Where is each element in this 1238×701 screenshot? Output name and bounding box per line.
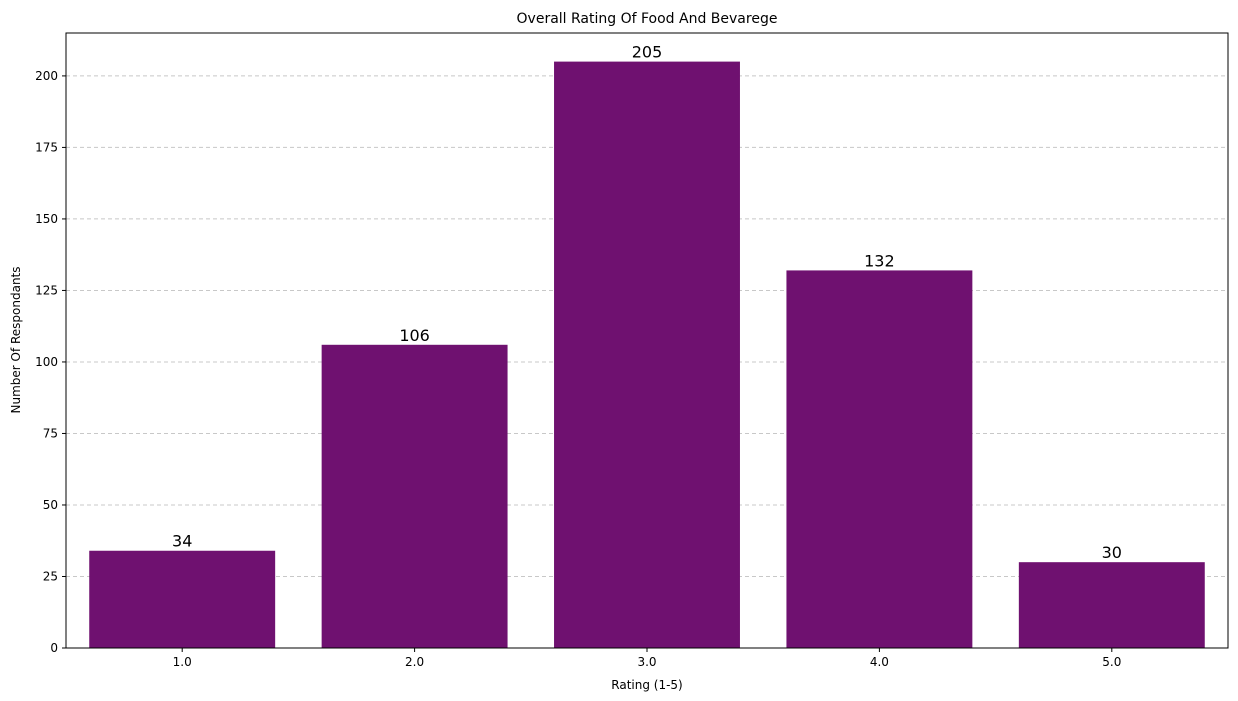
x-tick-label: 3.0 [637, 655, 656, 669]
chart-title: Overall Rating Of Food And Bevarege [517, 11, 778, 27]
data-label-2.0: 106 [399, 326, 430, 345]
bar-4.0 [786, 270, 972, 648]
x-axis-label: Rating (1-5) [611, 678, 682, 692]
y-tick-label: 25 [43, 569, 58, 583]
data-label-3.0: 205 [632, 43, 663, 62]
x-tick-label: 1.0 [173, 655, 192, 669]
y-tick-label: 150 [35, 212, 58, 226]
data-label-1.0: 34 [172, 532, 192, 551]
data-label-5.0: 30 [1102, 543, 1122, 562]
y-axis-label: Number Of Respondants [9, 266, 23, 413]
y-tick-label: 175 [35, 140, 58, 154]
y-tick-label: 50 [43, 498, 58, 512]
bar-5.0 [1019, 562, 1205, 648]
y-tick-label: 200 [35, 69, 58, 83]
bar-3.0 [554, 62, 740, 648]
data-label-4.0: 132 [864, 251, 895, 270]
x-tick-label: 4.0 [870, 655, 889, 669]
bars [89, 62, 1205, 648]
x-tick-label: 2.0 [405, 655, 424, 669]
y-axis-ticks: 0 25 50 75 100 125 150 175 200 [35, 69, 66, 655]
bar-1.0 [89, 551, 275, 648]
x-axis-ticks: 1.0 2.0 3.0 4.0 5.0 [173, 648, 1122, 669]
x-tick-label: 5.0 [1102, 655, 1121, 669]
y-tick-label: 125 [35, 283, 58, 297]
y-tick-label: 0 [50, 641, 58, 655]
bar-2.0 [322, 345, 508, 648]
y-tick-label: 75 [43, 426, 58, 440]
y-tick-label: 100 [35, 355, 58, 369]
